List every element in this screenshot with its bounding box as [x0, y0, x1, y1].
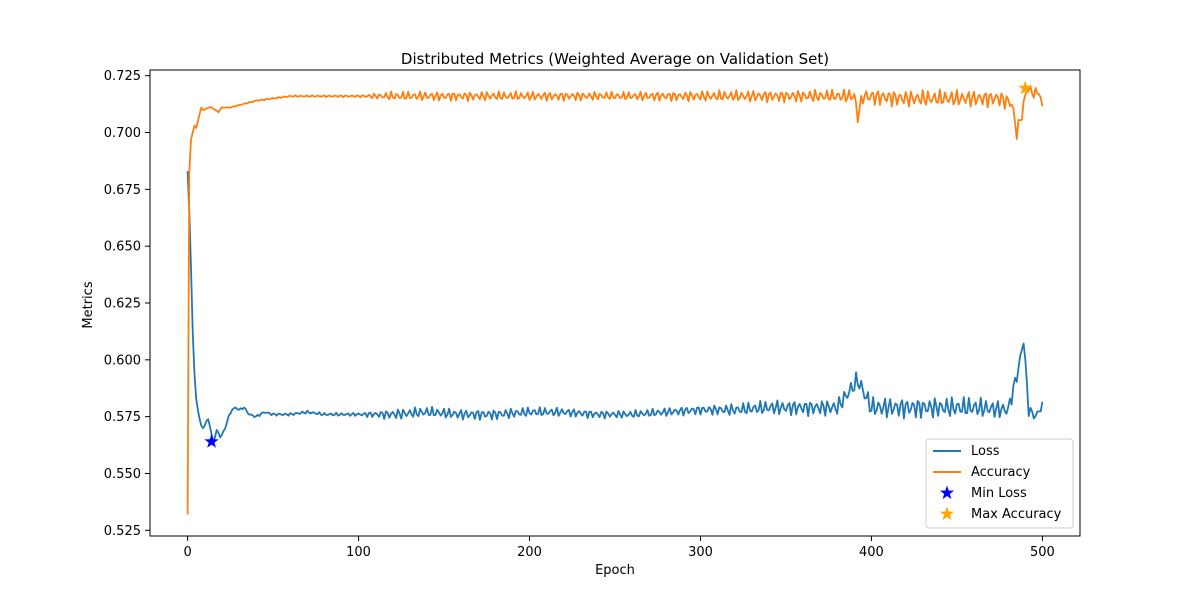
y-tick-label: 0.700: [104, 126, 141, 141]
legend-swatch-min-loss-star: [939, 485, 955, 500]
x-tick-label: 0: [183, 545, 191, 560]
y-axis: 0.525 0.550 0.575 0.600 0.625 0.650 0.675 0.700…: [104, 69, 150, 539]
x-tick-label: 100: [346, 545, 371, 560]
marker-min-loss: [204, 434, 219, 448]
marker-max-accuracy: [1018, 80, 1033, 95]
legend-box: [925, 438, 1074, 529]
series-line-loss: [186, 171, 1044, 443]
x-axis: 0 100 200 300 400 500: [183, 536, 1055, 560]
legend: Loss Accuracy Min Loss Max Accuracy: [925, 438, 1074, 529]
x-tick-label: 400: [859, 545, 884, 560]
x-tick-label: 300: [688, 545, 713, 560]
y-tick-label: 0.625: [104, 297, 141, 312]
x-axis-title: Epoch: [595, 563, 635, 578]
y-tick-label: 0.525: [104, 524, 141, 539]
y-tick-label: 0.575: [104, 410, 141, 425]
legend-label-max-accuracy: Max Accuracy: [971, 507, 1062, 522]
y-axis-title: Metrics: [81, 281, 96, 328]
marker-layer: [204, 80, 1033, 448]
legend-label-accuracy: Accuracy: [971, 465, 1031, 480]
series-layer: [186, 85, 1044, 515]
y-tick-label: 0.650: [104, 240, 141, 255]
x-tick-label: 500: [1030, 545, 1055, 560]
y-tick-label: 0.725: [104, 69, 141, 84]
series-line-accuracy: [186, 85, 1044, 515]
y-tick-label: 0.550: [104, 467, 141, 482]
y-tick-label: 0.675: [104, 183, 141, 198]
legend-label-min-loss: Min Loss: [971, 486, 1027, 501]
x-tick-label: 200: [517, 545, 542, 560]
y-tick-label: 0.600: [104, 353, 141, 368]
plot-area: [149, 69, 1081, 537]
chart-title: Distributed Metrics (Weighted Average on…: [401, 50, 829, 68]
legend-swatch-max-accuracy-star: [939, 506, 955, 521]
legend-label-loss: Loss: [971, 444, 1000, 459]
